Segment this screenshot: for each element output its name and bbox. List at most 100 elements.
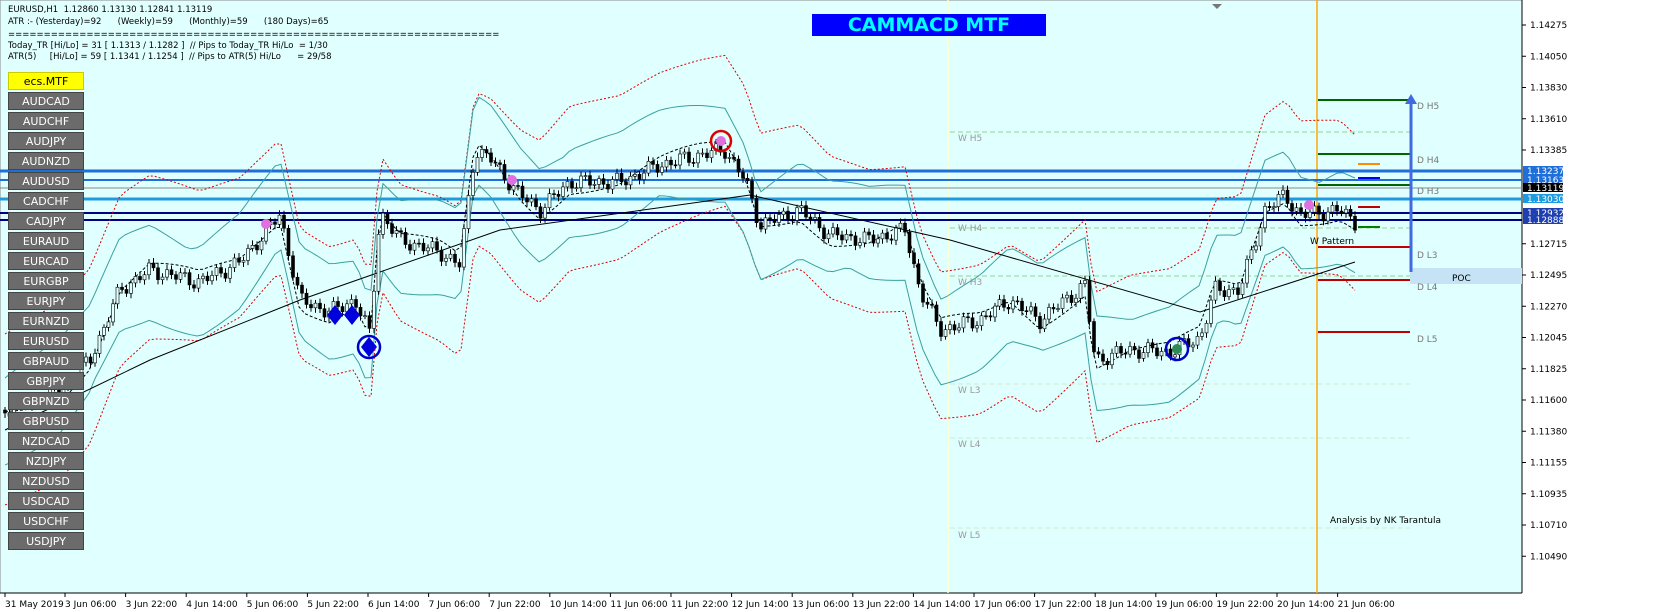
candle-body <box>192 284 196 289</box>
time-label: 11 Jun 06:00 <box>610 600 667 610</box>
symbol-button[interactable]: GBPNZD <box>8 392 84 410</box>
candle-body <box>1132 346 1137 351</box>
symbol-button[interactable]: EURNZD <box>8 312 84 330</box>
candle-body <box>340 306 345 312</box>
time-label: 18 Jun 14:00 <box>1095 600 1152 610</box>
candle-body <box>115 286 120 305</box>
price-label: 1.13830 <box>1530 84 1567 94</box>
candle-body <box>1218 280 1222 291</box>
candle-body <box>966 316 970 319</box>
candle-body <box>1330 205 1335 213</box>
candle-body <box>543 207 547 219</box>
symbol-button[interactable]: AUDJPY <box>8 132 84 150</box>
candle-body <box>651 161 655 165</box>
symbol-button[interactable]: EURUSD <box>8 332 84 350</box>
symbol-button[interactable]: CADCHF <box>8 192 84 210</box>
candle-body <box>732 156 736 160</box>
candle-body <box>943 329 948 337</box>
symbol-button[interactable]: EURGBP <box>8 272 84 290</box>
symbol-button[interactable]: GBPAUD <box>8 352 84 370</box>
candle-body <box>687 151 691 163</box>
atr-line: ATR :- (Yesterday)=92 (Weekly)=59 (Month… <box>8 17 329 27</box>
candle-body <box>1335 205 1339 212</box>
candle-body <box>1002 299 1006 308</box>
price-label: 1.12270 <box>1530 302 1567 312</box>
candle-body <box>367 315 372 329</box>
candle-body <box>921 283 925 303</box>
candle-body <box>705 152 709 158</box>
symbol-button[interactable]: AUDCHF <box>8 112 84 130</box>
symbol-button[interactable]: NZDUSD <box>8 472 84 490</box>
pattern-label: W Pattern <box>1310 237 1354 247</box>
symbol-button[interactable]: USDJPY <box>8 532 84 550</box>
candle-body <box>646 161 651 174</box>
price-badge <box>1523 166 1563 175</box>
signal-circle <box>709 129 733 153</box>
candle-body <box>615 172 619 180</box>
symbol-button[interactable]: ecs.MTF <box>8 72 84 90</box>
time-label: 5 Jun 06:00 <box>247 600 299 610</box>
candle-body <box>727 156 732 159</box>
candle-body <box>610 179 615 190</box>
candle-body <box>619 172 624 182</box>
layers <box>0 54 1522 529</box>
symbol-button[interactable]: AUDCAD <box>8 92 84 110</box>
symbol-button[interactable]: CADJPY <box>8 212 84 230</box>
candle-body <box>628 175 633 186</box>
candle-body <box>723 151 727 159</box>
candle-body <box>808 216 813 220</box>
time-label: 20 Jun 14:00 <box>1277 600 1334 610</box>
candle-body <box>1285 189 1290 204</box>
symbol-button[interactable]: GBPUSD <box>8 412 84 430</box>
price-label: 1.12045 <box>1530 334 1567 344</box>
price-badge-label: 1.13030 <box>1527 195 1564 205</box>
price-badge <box>1523 183 1563 192</box>
lower-envelope <box>4 205 1356 506</box>
candle-body <box>1051 307 1056 310</box>
candle-body <box>142 274 147 281</box>
candle-body <box>493 161 498 164</box>
daily-level-label: D H4 <box>1417 156 1440 166</box>
candle-body <box>1110 352 1114 366</box>
candle-body <box>241 260 246 263</box>
candle-body <box>871 234 876 244</box>
candle-body <box>381 212 385 235</box>
candle-body <box>102 327 106 336</box>
candle-body <box>1245 259 1249 284</box>
candle-body <box>957 327 961 331</box>
symbol-button[interactable]: NZDJPY <box>8 452 84 470</box>
candle-body <box>948 324 952 330</box>
symbol-button[interactable]: NZDCAD <box>8 432 84 450</box>
candle-body <box>435 241 439 251</box>
symbol-button[interactable]: USDCAD <box>8 492 84 510</box>
candle-body <box>426 247 430 252</box>
price-axis-panel <box>1522 0 1653 612</box>
time-label: 19 Jun 06:00 <box>1156 600 1213 610</box>
candle-body <box>624 181 628 186</box>
weekly-level-label: W L3 <box>958 386 981 396</box>
candle-body <box>1290 203 1294 212</box>
candle-body <box>633 174 637 177</box>
candle-body <box>205 275 210 282</box>
indicator-title: CAMMACD MTF <box>812 14 1046 36</box>
price-badge-label: 1.13163 <box>1527 176 1564 186</box>
candle-body <box>592 184 597 186</box>
candle-body <box>1236 287 1240 295</box>
symbol-button[interactable]: EURAUD <box>8 232 84 250</box>
candle-body <box>894 227 898 241</box>
candle-body <box>349 299 354 305</box>
symbol-button[interactable]: EURCAD <box>8 252 84 270</box>
weekly-level-label: W L4 <box>958 440 981 450</box>
candle-body <box>97 335 102 354</box>
symbol-button[interactable]: GBPJPY <box>8 372 84 390</box>
symbol-button[interactable]: USDCHF <box>8 512 84 530</box>
bollinger-upper <box>4 96 1356 379</box>
symbol-button[interactable]: AUDUSD <box>8 172 84 190</box>
symbol-button[interactable]: EURJPY <box>8 292 84 310</box>
symbol-button[interactable]: AUDNZD <box>8 152 84 170</box>
daily-level-label: D L4 <box>1417 283 1438 293</box>
candle-body <box>1173 354 1177 358</box>
candle-body <box>1339 210 1344 214</box>
diamond-signal <box>344 305 360 325</box>
